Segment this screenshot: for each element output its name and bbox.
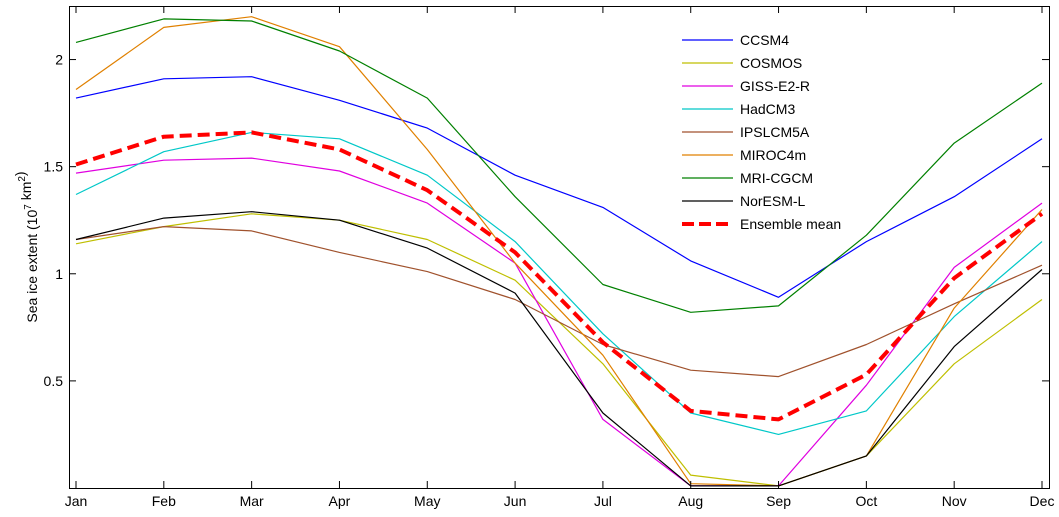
series-line-ccsm4 <box>75 76 1043 298</box>
legend-item: HadCM3 <box>682 101 795 117</box>
legend-item: Ensemble mean <box>682 216 841 232</box>
legend-item: IPSLCM5A <box>682 124 810 140</box>
x-tick-label: Jul <box>594 493 612 509</box>
x-tick-label: Jan <box>65 493 88 509</box>
legend-item: MIROC4m <box>682 147 806 163</box>
series-line-hadcm3 <box>75 131 1043 435</box>
legend-label: GISS-E2-R <box>740 78 810 94</box>
legend: CCSM4 COSMOS GISS-E2-R HadCM3 IPSLCM5A MIROC4… <box>682 32 841 232</box>
series-line-miroc4m <box>75 16 1043 487</box>
series-line-mri-cgcm <box>75 18 1043 313</box>
legend-label: NorESM-L <box>740 193 806 209</box>
x-tick-label: Dec <box>1030 493 1055 509</box>
y-tick-label: 0.5 <box>44 373 64 389</box>
axis-ticks: Jan Feb Mar Apr May Jun Jul Aug Sep Oct Nov Dec 0.5 1… <box>44 6 1055 509</box>
series-line-cosmos <box>75 213 1043 487</box>
legend-label: IPSLCM5A <box>740 124 810 140</box>
legend-item: COSMOS <box>682 55 802 71</box>
x-tick-label: Sep <box>766 493 791 509</box>
x-tick-label: Apr <box>329 493 351 509</box>
legend-item: GISS-E2-R <box>682 78 810 94</box>
legend-label: Ensemble mean <box>740 216 841 232</box>
series-line-ensemble-mean <box>75 130 1044 422</box>
y-tick-label: 2 <box>55 52 63 68</box>
legend-label: MRI-CGCM <box>740 170 813 186</box>
x-tick-label: Mar <box>240 493 264 509</box>
legend-label: MIROC4m <box>740 147 806 163</box>
legend-item: MRI-CGCM <box>682 170 813 186</box>
x-tick-label: Nov <box>942 493 967 509</box>
y-tick-label: 1 <box>55 266 63 282</box>
series-line-giss-e2-r <box>75 157 1043 487</box>
x-tick-label: Aug <box>678 493 703 509</box>
y-tick-label: 1.5 <box>44 159 64 175</box>
x-tick-label: Oct <box>855 493 877 509</box>
x-tick-label: May <box>414 493 440 509</box>
y-axis-title: Sea ice extent (107 km2) <box>12 171 40 322</box>
legend-item: CCSM4 <box>682 32 789 48</box>
x-tick-label: Feb <box>152 493 176 509</box>
series-lines <box>75 16 1044 487</box>
series-line-noresm-l <box>75 211 1043 487</box>
legend-label: CCSM4 <box>740 32 789 48</box>
x-tick-label: Jun <box>504 493 527 509</box>
legend-label: COSMOS <box>740 55 802 71</box>
plot-frame <box>69 6 1050 489</box>
legend-item: NorESM-L <box>682 193 806 209</box>
series-line-ipslcm5a <box>75 226 1043 378</box>
legend-label: HadCM3 <box>740 101 795 117</box>
y-axis-label: Sea ice extent (107 km2) <box>12 171 40 322</box>
